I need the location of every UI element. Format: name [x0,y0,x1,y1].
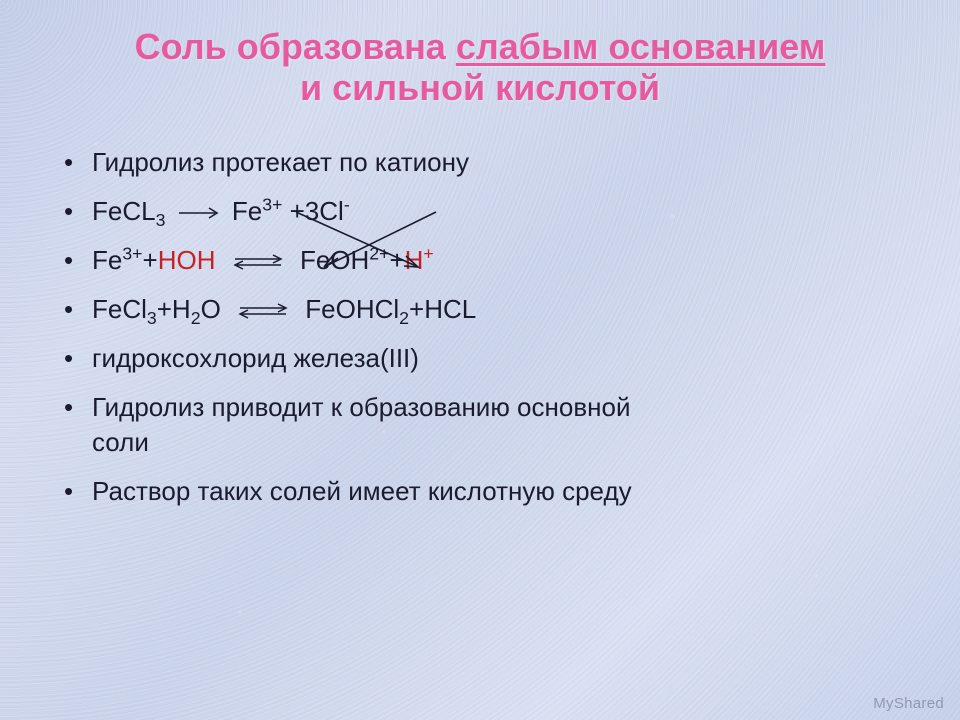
eq3-feoh: FeOH [300,245,369,275]
eq2-sub3: 3 [156,210,166,230]
eq2-minus: - [344,194,350,214]
eq4-sub3: 3 [147,308,157,328]
eq2-fecl: FeCL [92,196,156,226]
eq2-fe: Fe [232,196,262,226]
eq3-hoh: HOH [158,245,216,275]
eq4-feohcl: FeOHCl [305,294,399,324]
eq4-rsub: 2 [399,308,409,328]
eq2-left: FeCL3 [92,196,165,226]
title-line2: и сильной кислотой [300,67,660,108]
eq3-prod: FeOH2++ [300,245,405,275]
eq3-h: H [405,245,424,275]
annotation-text: гидроксохлорид железа(III) [92,343,419,373]
bullet-list: Гидролиз протекает по катиону FeCL3 Fe3+… [42,145,918,510]
bullet-6-line1: Гидролиз приводит к образованию основной [92,392,630,422]
eq4-h: +H [157,294,191,324]
eq3-fe: Fe [92,245,122,275]
eq3-hsup: + [423,243,433,263]
bullet-4-equation: FeCl3+H2O FeOHCl2+HCL [64,292,918,327]
eq4-hcl: +HCL [409,294,476,324]
eq3-plus: + [143,245,158,275]
bullet-5-annotation: гидроксохлорид железа(III) [64,341,918,376]
eq4-sub2: 2 [191,308,201,328]
bullet-6-line2: соли [92,427,149,457]
equilibrium-arrow-icon [231,254,285,270]
watermark: MyShared [873,695,944,712]
bullet-1-text: Гидролиз протекает по катиону [92,147,469,177]
arrow-right-icon [177,207,221,219]
title-line1-underlined: слабым основанием [456,26,826,67]
bullet-7-text: Раствор таких солей имеет кислотную сред… [92,476,632,506]
bullet-7: Раствор таких солей имеет кислотную сред… [64,474,918,509]
bullet-6: Гидролиз приводит к образованию основной… [64,390,918,460]
eq3-3plus: 3+ [122,243,142,263]
bullet-1: Гидролиз протекает по катиону [64,145,918,180]
eq4-left: FeCl3+H2O [92,294,221,324]
eq2-3plus: 3+ [262,194,282,214]
eq3-2plus: 2+ [369,243,389,263]
slide-title: Соль образована слабым основанием и силь… [42,26,918,109]
eq2-right: Fe3+ +3Cl- [232,196,350,226]
bullet-2-equation: FeCL3 Fe3+ +3Cl- [64,194,918,229]
eq3-left: Fe3++ [92,245,158,275]
eq4-right: FeOHCl2+HCL [305,294,476,324]
bullet-3-equation: Fe3++HOH FeOH2++H+ [64,243,918,278]
slide-container: Соль образована слабым основанием и силь… [0,0,960,720]
eq4-o: O [201,294,221,324]
eq4-fecl: FeCl [92,294,147,324]
equilibrium-arrow-icon-2 [236,303,290,319]
eq2-3cl: +3Cl [282,196,343,226]
eq3-plus2: + [389,245,404,275]
title-line1-pre: Соль образована [135,26,456,67]
eq3-hplus: H+ [405,245,434,275]
